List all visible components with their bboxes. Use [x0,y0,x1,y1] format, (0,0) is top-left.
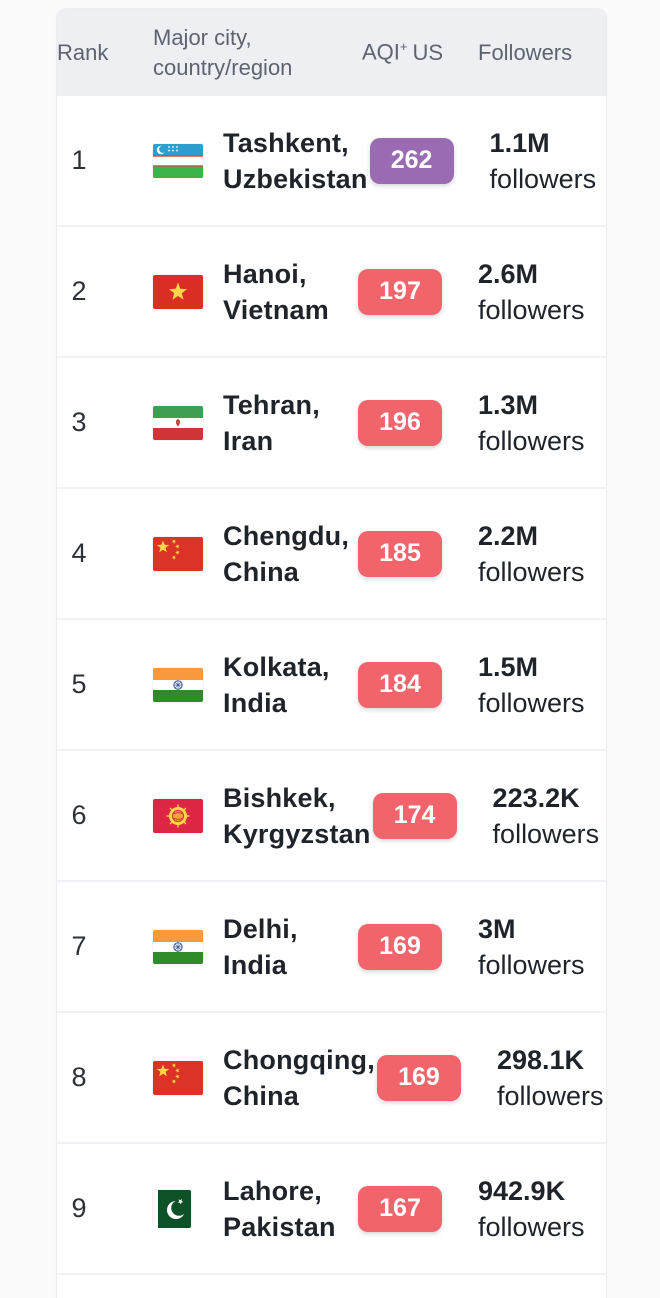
followers-label: followers [478,425,585,456]
table-row[interactable]: 9 Lahore, Pakistan 167 942.9K followers [57,1144,606,1275]
table-row[interactable]: 8 Chongqing, China 169 298.1K followers [57,1013,606,1144]
table-header: Rank Major city, country/region AQI+ US F… [57,9,606,96]
pakistan-flag [153,1189,191,1228]
followers-label: followers [478,1211,585,1242]
rank-cell: 7 [71,931,87,961]
aqi-ranking-table: Rank Major city, country/region AQI+ US F… [56,8,607,1298]
country-name: Iran [223,425,274,456]
rank-cell: 3 [71,407,87,437]
vietnam-flag [153,274,203,309]
aqi-label-suffix: US [412,39,444,65]
rank-cell: 6 [71,800,87,830]
rank-cell: 8 [71,1062,87,1092]
aqi-label-sup: + [399,39,408,55]
china-flag [153,1060,203,1095]
city-name: Lahore, [223,1175,322,1206]
city-name: Tehran, [223,389,320,420]
aqi-badge: 167 [358,1185,442,1232]
table-row[interactable]: 5 Kolkata, India 184 1.5M followers [57,620,606,751]
followers-label: followers [492,818,600,849]
followers-label: followers [496,1080,604,1111]
followers-count: 942.9K [478,1175,566,1206]
country-name: Kyrgyzstan [223,818,371,849]
followers-count: 3M [478,913,516,944]
rank-cell: 5 [71,669,87,699]
city-name: Hanoi, [223,258,307,289]
aqi-badge: 196 [358,399,442,446]
country-name: India [223,687,288,718]
col-header-city[interactable]: Major city, country/region [153,24,293,80]
aqi-badge: 185 [358,530,442,577]
table-row[interactable]: 4 Chengdu, China 185 2.2M followers [57,489,606,620]
city-name: Chongqing, [223,1044,375,1075]
followers-count: 2.2M [478,520,539,551]
india-flag [153,667,203,702]
country-name: India [223,949,288,980]
aqi-badge: 169 [376,1054,461,1101]
table-row[interactable]: 2 Hanoi, Vietnam 197 2.6M followers [57,227,606,358]
col-header-rank[interactable]: Rank [57,39,109,65]
aqi-badge: 174 [372,792,457,839]
rank-cell: 1 [71,145,87,175]
table-row[interactable]: 1 Tashkent, Uzbekistan 262 1.1M follower… [57,96,606,227]
aqi-badge: 197 [358,268,442,315]
rank-cell: 4 [71,538,87,568]
followers-label: followers [478,294,585,325]
followers-count: 1.5M [478,651,539,682]
china-flag [153,536,203,571]
aqi-badge: 184 [358,661,442,708]
rank-cell: 2 [71,276,87,306]
city-name: Bishkek, [223,782,336,813]
country-name: China [223,1080,300,1111]
followers-count: 1.1M [489,127,550,158]
followers-label: followers [478,687,585,718]
rank-cell: 9 [71,1193,87,1223]
city-name: Delhi, [223,913,298,944]
table-row[interactable]: 3 Tehran, Iran 196 1.3M followers [57,358,606,489]
followers-count: 298.1K [496,1044,585,1075]
followers-label: followers [478,556,585,587]
country-name: Vietnam [223,294,329,325]
followers-label: followers [489,163,597,194]
city-name: Kolkata, [223,651,330,682]
iran-flag [153,405,203,440]
followers-count: 2.6M [478,258,539,289]
india-flag [153,929,203,964]
city-name: Tashkent, [223,127,349,158]
country-name: Uzbekistan [223,163,368,194]
city-name: Chengdu, [223,520,350,551]
country-name: China [223,556,300,587]
uzbekistan-flag [153,143,203,178]
aqi-badge: 169 [358,923,442,970]
followers-label: followers [478,949,585,980]
country-name: Pakistan [223,1211,336,1242]
table-row[interactable]: 7 Delhi, India 169 3M followers [57,882,606,1013]
followers-count: 223.2K [492,782,580,813]
table-row[interactable]: 6 Bishkek, Kyrgyzstan 174 223.2K followe… [57,751,606,882]
aqi-badge: 262 [369,137,454,184]
col-header-followers[interactable]: Followers [478,39,573,65]
kyrgyzstan-flag [153,798,203,833]
followers-count: 1.3M [478,389,539,420]
aqi-label-base: AQI [362,39,400,65]
table-body: 1 Tashkent, Uzbekistan 262 1.1M follower… [57,96,606,1275]
col-header-aqi[interactable]: AQI+ US [356,39,444,65]
